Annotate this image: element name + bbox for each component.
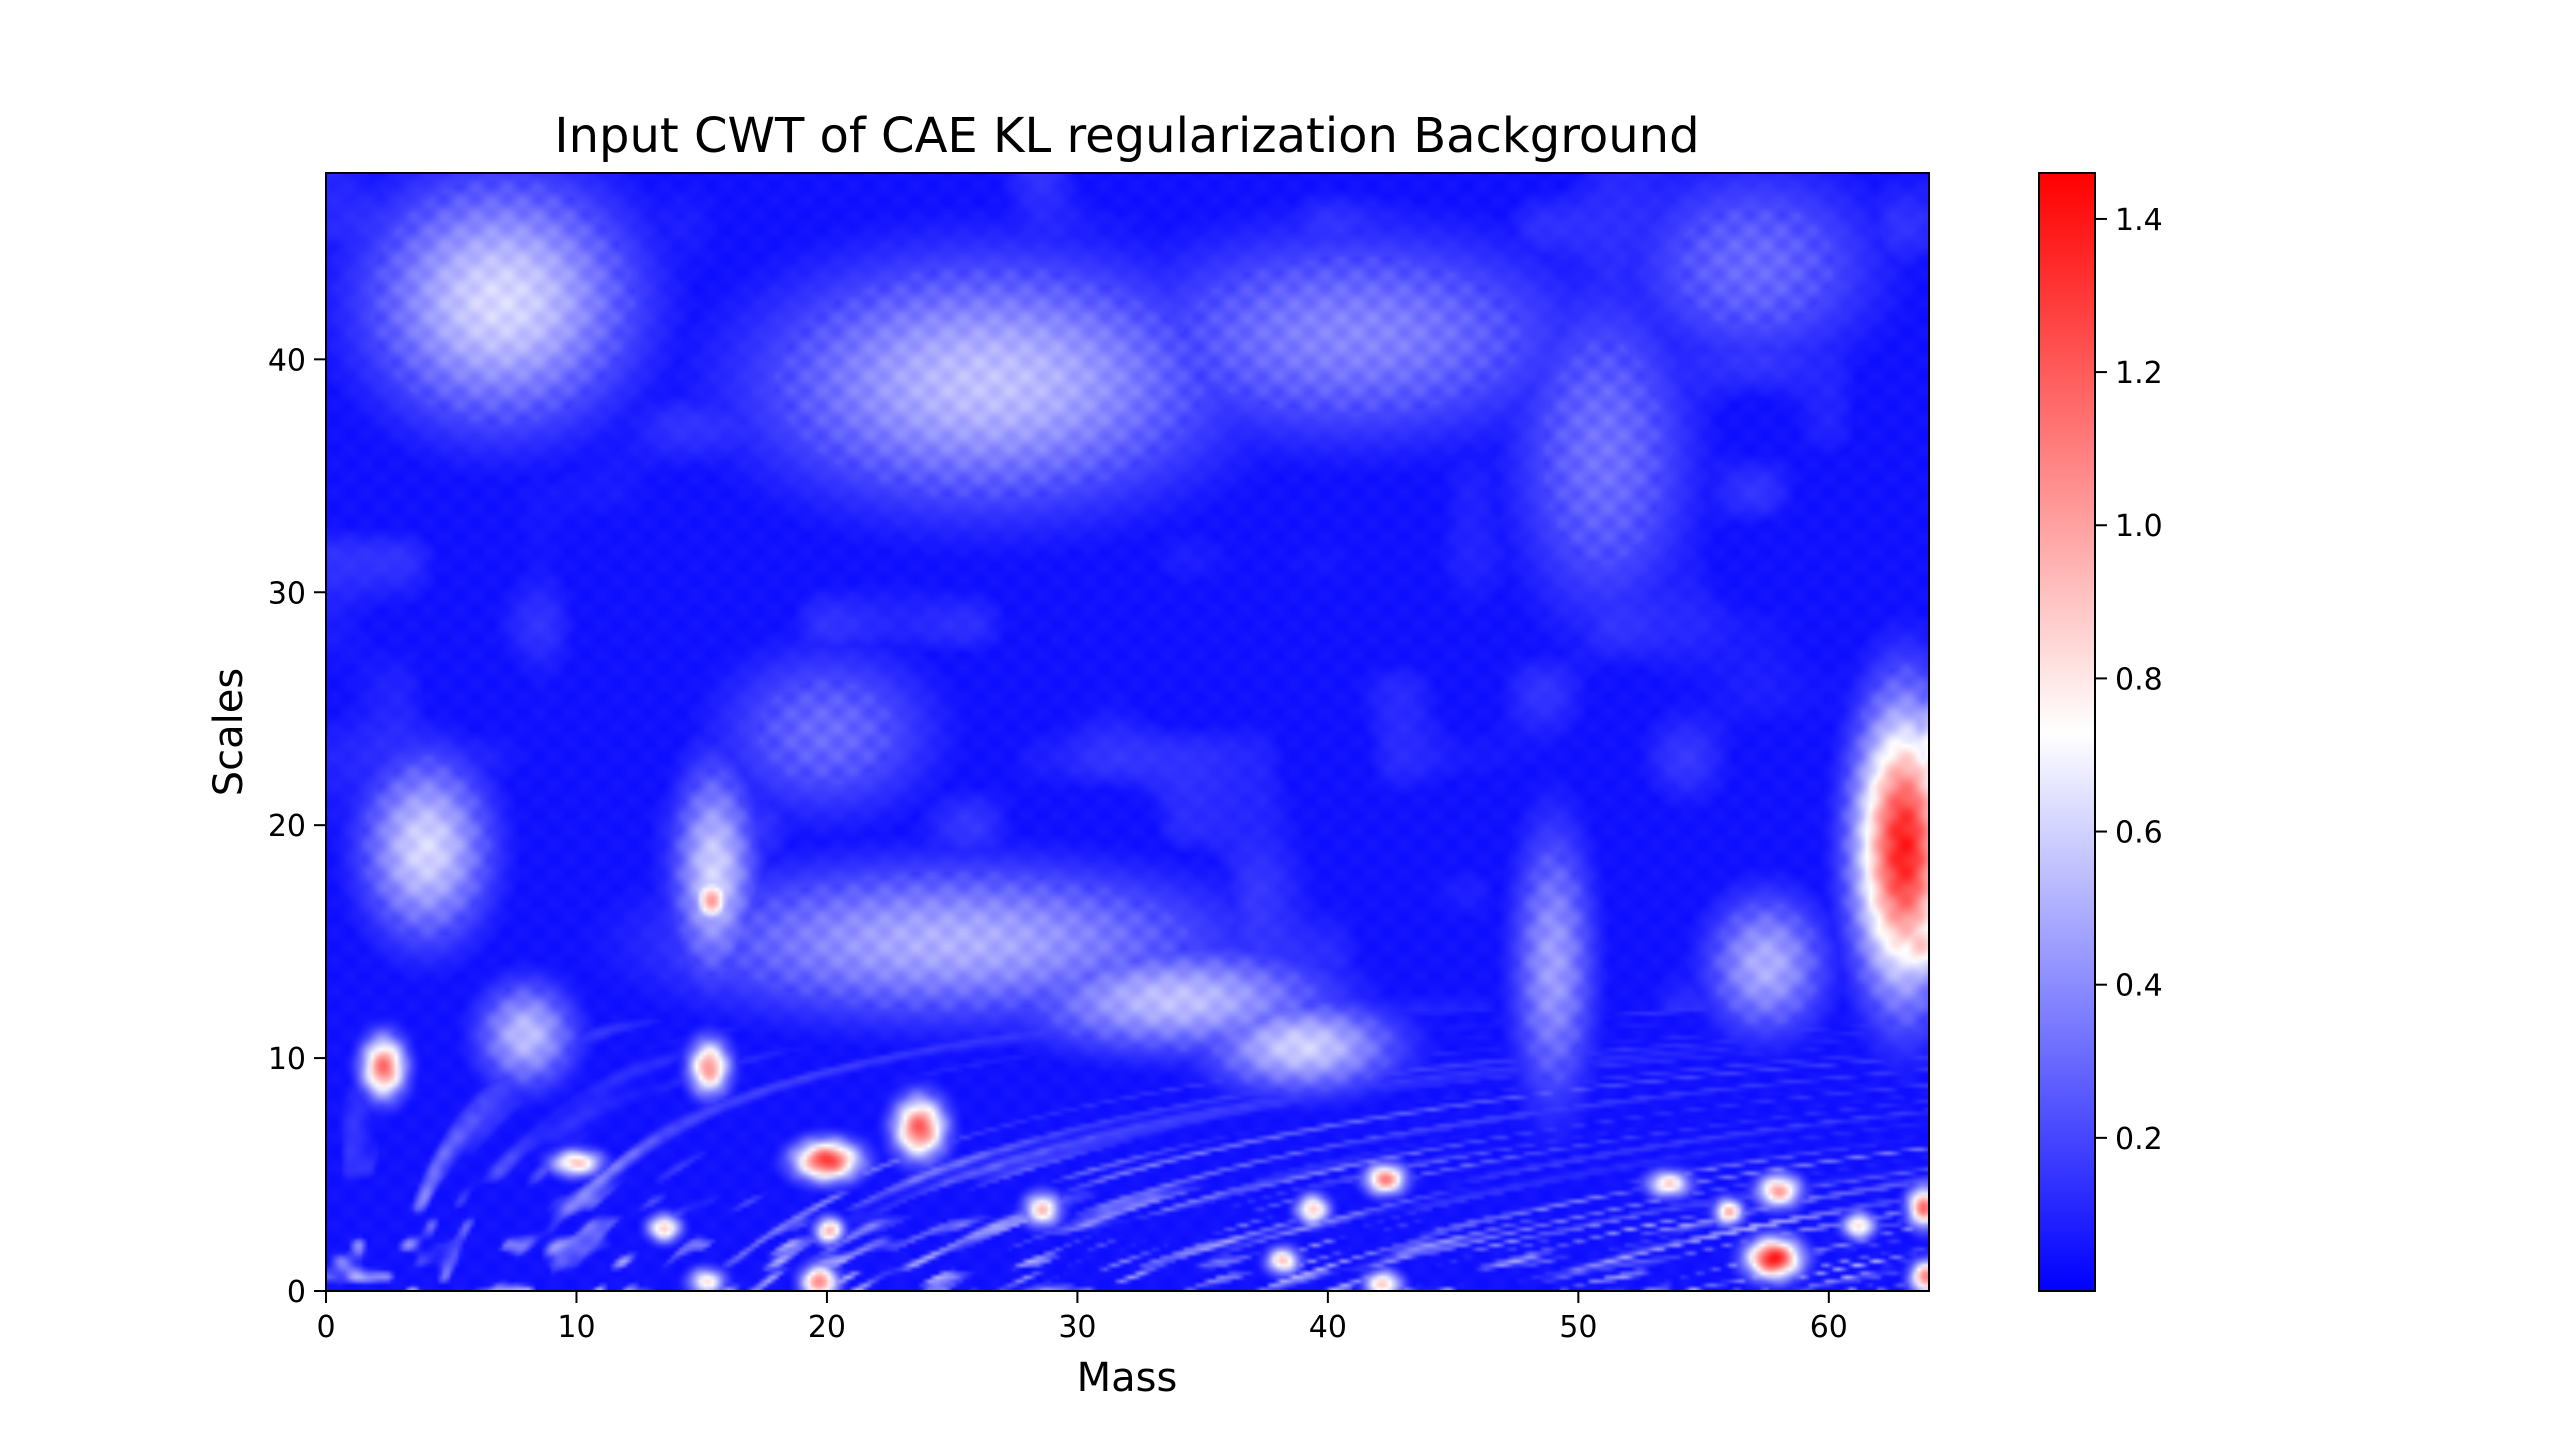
x-tick-label: 0 — [316, 1310, 335, 1345]
y-tick-label: 20 — [268, 809, 306, 844]
heatmap — [326, 173, 1929, 1291]
colorbar-ticks: 0.2 0.4 0.6 0.8 1.0 1.2 1.4 — [2095, 203, 2163, 1157]
x-tick-label: 20 — [808, 1310, 846, 1345]
heatmap-canvas — [326, 173, 1929, 1291]
colorbar: 0.2 0.4 0.6 0.8 1.0 1.2 1.4 — [2038, 172, 2163, 1292]
x-axis-label: Mass — [1077, 1355, 1178, 1401]
y-tick-label: 10 — [268, 1042, 306, 1077]
colorbar-tick-label: 1.0 — [2115, 509, 2163, 544]
colorbar-gradient — [2038, 172, 2096, 1292]
x-tick-label: 10 — [557, 1310, 595, 1345]
y-axis-label: Scales — [206, 668, 252, 796]
plot-frame — [325, 172, 1930, 1292]
x-tick-label: 50 — [1559, 1310, 1597, 1345]
colorbar-tick-label: 1.4 — [2115, 203, 2163, 238]
y-axis: 0 10 20 30 40 — [268, 343, 326, 1310]
colorbar-tick-label: 0.2 — [2115, 1122, 2163, 1157]
y-tick-label: 30 — [268, 576, 306, 611]
y-tick-label: 0 — [287, 1275, 306, 1310]
colorbar-tick-label: 1.2 — [2115, 356, 2163, 391]
colorbar-tick-label: 0.8 — [2115, 662, 2163, 697]
y-tick-label: 40 — [268, 343, 306, 378]
x-tick-label: 60 — [1810, 1310, 1848, 1345]
chart-title: Input CWT of CAE KL regularization Backg… — [554, 108, 1699, 164]
colorbar-tick-label: 0.4 — [2115, 969, 2163, 1004]
x-tick-label: 40 — [1309, 1310, 1347, 1345]
colorbar-tick-label: 0.6 — [2115, 816, 2163, 851]
x-tick-label: 30 — [1058, 1310, 1096, 1345]
x-axis: 0 10 20 30 40 50 60 — [316, 1291, 1848, 1345]
